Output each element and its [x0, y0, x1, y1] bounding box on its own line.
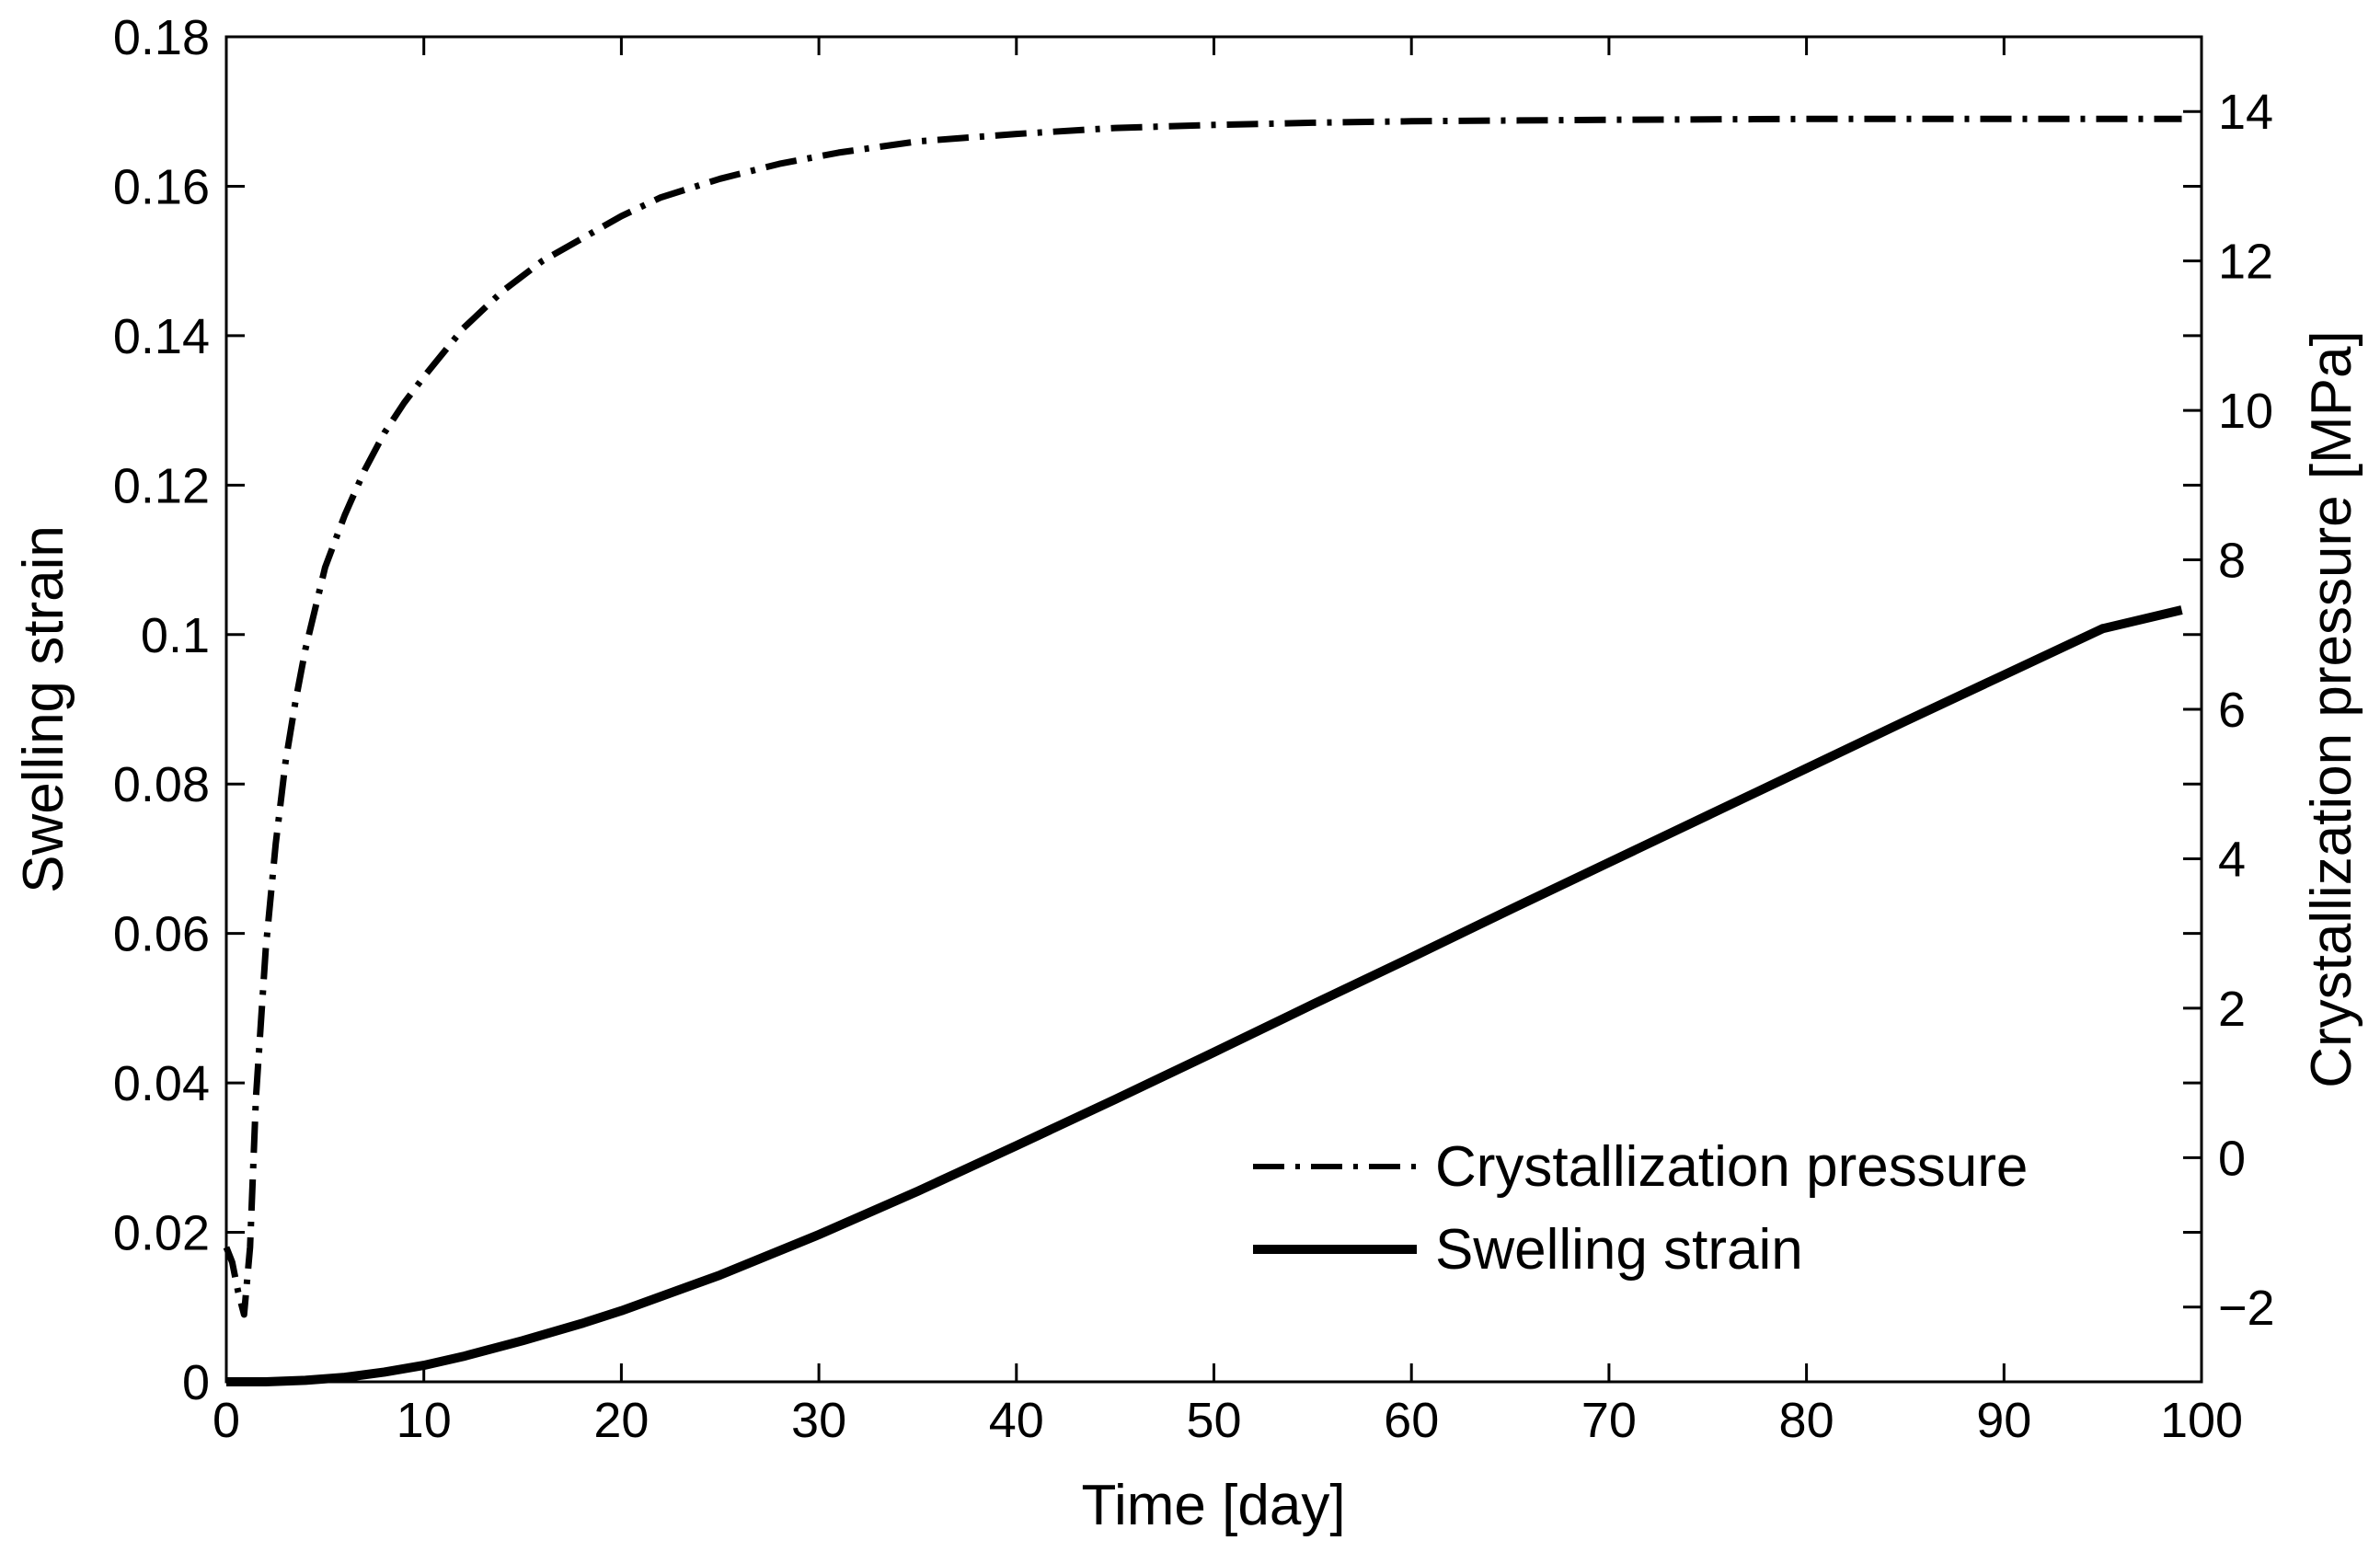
x-tick-label: 100	[2160, 1393, 2243, 1448]
y2-tick-label: 2	[2218, 982, 2246, 1037]
legend-label-swelling-strain: Swelling strain	[1435, 1218, 1803, 1282]
series-line-swelling-strain	[226, 605, 2183, 1386]
y-tick-label: 0.12	[113, 458, 210, 513]
x-tick-label: 0	[213, 1393, 240, 1448]
y-tick-label: 0.18	[113, 10, 210, 65]
y2-tick-label: 6	[2218, 683, 2246, 738]
y2-tick-label: 8	[2218, 534, 2246, 589]
y-tick-label: 0.1	[141, 608, 210, 663]
series-layer	[223, 115, 2183, 1386]
x-tick-label: 10	[397, 1393, 452, 1448]
x-tick-label: 50	[1186, 1393, 1241, 1448]
legend: Crystallization pressure Swelling strain	[1253, 1135, 2028, 1282]
y2-tick-label: 0	[2218, 1131, 2246, 1186]
y2-tick-label: −2	[2218, 1281, 2275, 1336]
y-axis-title: Swelling strain	[12, 525, 75, 893]
y-tick-label: 0.16	[113, 159, 210, 214]
y-tick-label: 0.14	[113, 309, 210, 364]
x-tick-label: 70	[1581, 1393, 1637, 1448]
y-tick-label: 0.08	[113, 757, 210, 812]
y2-tick-label: 4	[2218, 832, 2246, 887]
legend-label-crystallization-pressure: Crystallization pressure	[1435, 1135, 2028, 1199]
x-tick-label: 30	[791, 1393, 846, 1448]
y2-tick-label: 10	[2218, 384, 2273, 439]
y2-tick-label: 14	[2218, 85, 2273, 140]
y2-axis-title: Crystallization pressure [MPa]	[2300, 330, 2363, 1088]
x-axis-title: Time [day]	[1081, 1474, 1345, 1537]
x-tick-label: 90	[1976, 1393, 2031, 1448]
y-tick-label: 0.06	[113, 907, 210, 962]
x-tick-label: 80	[1779, 1393, 1834, 1448]
x-tick-label: 20	[593, 1393, 649, 1448]
y-tick-label: 0	[182, 1355, 210, 1410]
x-tick-label: 40	[989, 1393, 1044, 1448]
y-tick-label: 0.04	[113, 1056, 210, 1111]
y-tick-label: 0.02	[113, 1206, 210, 1261]
ticks: 0 10 20 30 40 50 60 70 80 90 10000.020.040.060.080…	[113, 10, 2275, 1448]
series-line-crystallization-pressure	[223, 115, 2182, 1318]
y2-tick-label: 12	[2218, 235, 2273, 290]
x-tick-label: 60	[1384, 1393, 1439, 1448]
